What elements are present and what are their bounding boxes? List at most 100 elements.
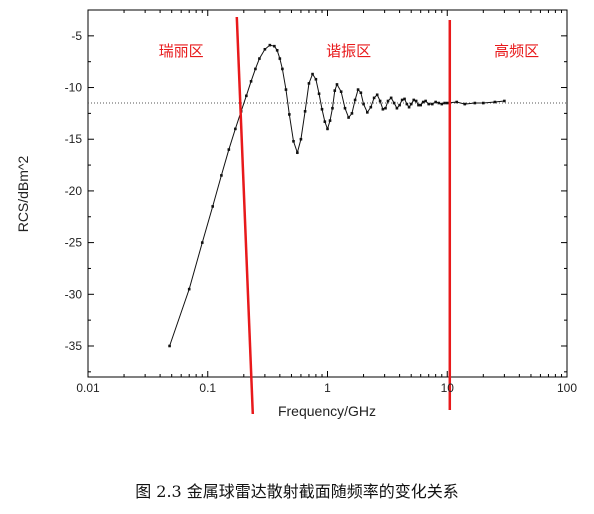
data-point [323, 120, 327, 123]
data-point [409, 102, 413, 106]
data-point [473, 101, 477, 105]
data-point [369, 105, 373, 109]
region-boundary-layer [235, 16, 452, 415]
data-point [372, 96, 376, 100]
tick-layer: 0.01 0.1 1 10 100 -35 -30 -25 -20 -15 -10 -5 [65, 10, 577, 395]
y-tick-label: -5 [71, 29, 82, 43]
region-label-layer: 瑞丽区 谐振区 高频区 [159, 42, 540, 60]
data-point [326, 127, 329, 131]
data-point [288, 113, 291, 116]
data-point [263, 47, 267, 51]
data-point [445, 101, 449, 105]
x-axis-label: Frequency/GHz [278, 403, 376, 419]
data-point [211, 205, 215, 208]
data-point [296, 151, 299, 154]
data-point [455, 100, 459, 104]
series-line [169, 44, 505, 347]
data-point [375, 93, 379, 97]
data-point [268, 43, 272, 47]
data-point [378, 99, 382, 103]
data-point [395, 106, 399, 110]
rcs-chart: 0.01 0.1 1 10 100 -35 -30 -25 -20 -15 -10 -5 瑞丽区 谐振区… [15, 9, 577, 419]
data-point [343, 106, 347, 110]
data-point [303, 110, 307, 113]
y-tick-label: -30 [65, 287, 83, 301]
data-point [421, 100, 425, 104]
data-point [381, 107, 385, 111]
data-point [430, 102, 434, 106]
data-point [392, 101, 396, 105]
data-point [419, 103, 422, 107]
data-point [427, 102, 431, 106]
data-point [187, 287, 191, 291]
data-point [292, 139, 295, 143]
data-point [234, 127, 237, 131]
data-point [249, 80, 253, 83]
data-point [405, 102, 409, 106]
data-point [281, 67, 284, 71]
region-label: 谐振区 [326, 42, 371, 60]
data-point [400, 98, 404, 102]
data-point [407, 105, 411, 109]
data-point [398, 103, 401, 107]
data-point [275, 49, 279, 52]
data-point [359, 91, 363, 95]
data-point [434, 100, 437, 104]
data-point [220, 174, 223, 177]
y-axis-label: RCS/dBm^2 [15, 155, 31, 232]
x-tick-label: 10 [441, 381, 455, 395]
data-point [481, 101, 485, 105]
data-point [314, 77, 318, 81]
data-point [414, 99, 418, 103]
y-tick-label: -10 [65, 81, 83, 95]
data-point [440, 102, 444, 106]
data-point [493, 100, 497, 104]
data-point [278, 57, 282, 60]
data-point [437, 101, 441, 105]
data-point [339, 90, 343, 93]
x-tick-label: 100 [557, 381, 577, 395]
y-tick-label: -25 [65, 236, 83, 250]
plot-frame [87, 9, 568, 378]
data-point [356, 88, 360, 91]
data-point [350, 112, 354, 115]
data-point [424, 99, 427, 103]
data-point [328, 119, 332, 122]
data-point [386, 99, 390, 103]
data-point [366, 111, 369, 114]
data-point [254, 67, 257, 71]
rayleigh-resonance-boundary [235, 16, 255, 415]
data-point [443, 101, 446, 105]
data-point [168, 344, 171, 348]
data-point [417, 103, 420, 107]
series-layer [168, 43, 506, 348]
data-point [463, 102, 467, 106]
data-point [200, 241, 204, 244]
figure-caption: 图 2.3 金属球雷达散射截面随频率的变化关系 [135, 482, 459, 501]
data-point [503, 99, 506, 103]
data-point [412, 98, 416, 102]
data-point [333, 89, 337, 92]
data-point [347, 116, 350, 119]
region-label: 高频区 [494, 42, 539, 60]
data-point [273, 44, 276, 48]
data-point [317, 92, 321, 96]
data-point [403, 97, 406, 101]
y-tick-label: -35 [65, 339, 83, 353]
data-point [389, 96, 393, 100]
data-point [299, 137, 303, 141]
data-point [335, 83, 339, 86]
data-point [384, 106, 387, 110]
data-point [311, 72, 314, 76]
region-label: 瑞丽区 [159, 42, 204, 60]
data-point [353, 98, 357, 102]
x-tick-label: 0.1 [199, 381, 216, 395]
x-tick-label: 0.01 [76, 381, 100, 395]
y-tick-label: -20 [65, 184, 83, 198]
data-point [331, 106, 334, 110]
x-tick-label: 1 [324, 381, 331, 395]
y-tick-label: -15 [65, 132, 83, 146]
data-point [245, 94, 248, 98]
data-point [284, 88, 288, 91]
data-point [227, 148, 231, 151]
